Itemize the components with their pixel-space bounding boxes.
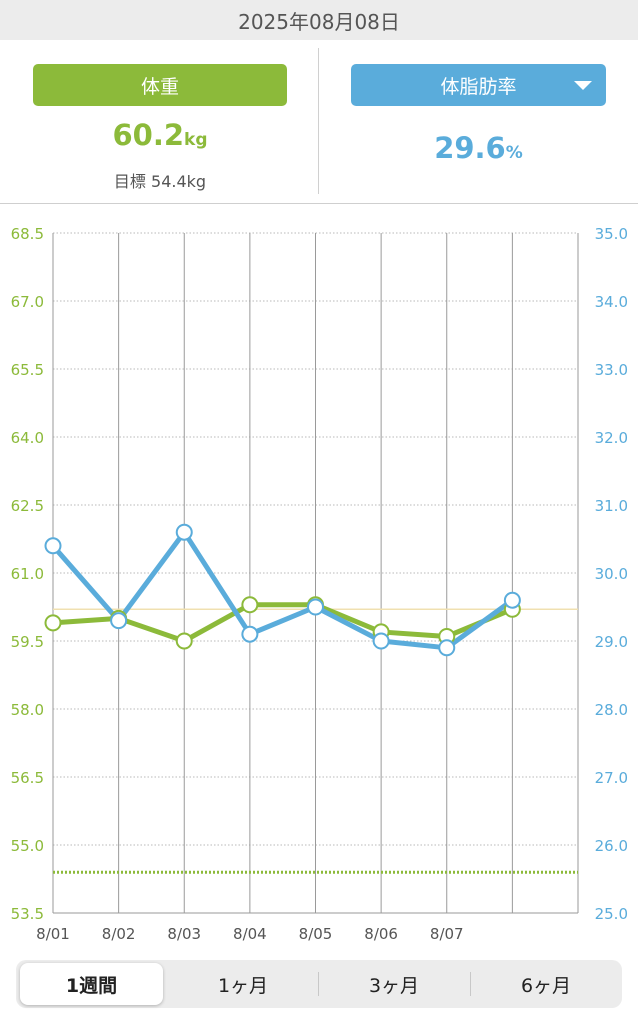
body-fat-data-point bbox=[241, 625, 259, 643]
weight-button-label: 体重 bbox=[140, 75, 179, 98]
y-tick-label-left: 58.0 bbox=[11, 701, 44, 719]
stats-panel: 体重 60.2kg 目標 54.4kg 体脂肪率 29.6% bbox=[0, 40, 638, 204]
x-tick-label: 8/04 bbox=[233, 925, 267, 943]
weight-data-point bbox=[241, 596, 259, 614]
x-tick-label: 8/02 bbox=[102, 925, 136, 943]
y-tick-label-left: 53.5 bbox=[11, 905, 44, 923]
y-tick-label-right: 30.0 bbox=[595, 565, 628, 583]
x-tick-label: 8/01 bbox=[36, 925, 70, 943]
y-tick-label-left: 55.0 bbox=[11, 837, 44, 855]
body-fat-dropdown[interactable]: 体脂肪率 bbox=[351, 64, 606, 106]
y-tick-label-right: 31.0 bbox=[595, 497, 628, 515]
range-tab-1week[interactable]: 1週間 bbox=[20, 963, 163, 1005]
y-tick-label-right: 27.0 bbox=[595, 769, 628, 787]
goal-weight: 目標 54.4kg bbox=[113, 172, 207, 191]
range-tab-label: 1週間 bbox=[65, 974, 118, 997]
range-separator bbox=[318, 972, 319, 996]
body-fat-data-point bbox=[175, 523, 193, 541]
chart-area: 68.5 35.0 67.0 34.0 65.5 33.0 64.0 32.0 62.5 31.0… bbox=[0, 204, 638, 949]
weight-data-point bbox=[175, 632, 193, 650]
range-tab-1month[interactable]: 1ヶ月 bbox=[170, 963, 316, 1005]
body-fat-button-label: 体脂肪率 bbox=[440, 75, 517, 98]
range-tab-3months[interactable]: 3ヶ月 bbox=[321, 963, 467, 1005]
y-tick-label-left: 65.5 bbox=[11, 361, 44, 379]
y-tick-label-right: 35.0 bbox=[595, 225, 628, 243]
body-fat-data-point bbox=[438, 639, 456, 657]
y-tick-label-left: 61.0 bbox=[11, 565, 44, 583]
range-separator bbox=[470, 972, 471, 996]
stats-divider bbox=[318, 48, 319, 194]
y-tick-label-left: 64.0 bbox=[11, 429, 44, 447]
x-tick-label: 8/06 bbox=[364, 925, 398, 943]
body-fat-number: 29.6 bbox=[434, 131, 506, 165]
body-fat-data-point bbox=[44, 537, 62, 555]
y-tick-label-right: 25.0 bbox=[595, 905, 628, 923]
weight-fat-chart: 68.5 35.0 67.0 34.0 65.5 33.0 64.0 32.0 62.5 31.0… bbox=[11, 225, 628, 943]
y-tick-label-left: 68.5 bbox=[11, 225, 44, 243]
body-fat-series-line bbox=[50, 529, 515, 651]
weight-number: 60.2 bbox=[112, 118, 185, 152]
weight-value: 60.2kg bbox=[33, 118, 287, 152]
body-fat-data-point bbox=[503, 591, 521, 609]
range-tab-label: 3ヶ月 bbox=[368, 974, 420, 997]
range-tab-6months[interactable]: 6ヶ月 bbox=[473, 963, 619, 1005]
body-fat-data-point bbox=[307, 598, 324, 616]
y-tick-label-right: 33.0 bbox=[595, 361, 628, 379]
x-tick-label: 8/03 bbox=[167, 925, 201, 943]
date-header: 2025年08月08日 bbox=[0, 0, 638, 40]
range-tab-label: 6ヶ月 bbox=[520, 974, 572, 997]
y-tick-label-right: 32.0 bbox=[595, 429, 628, 447]
x-tick-label: 8/07 bbox=[430, 925, 464, 943]
body-fat-value: 29.6% bbox=[351, 131, 606, 165]
weight-series-line bbox=[50, 602, 515, 644]
weight-data-point bbox=[44, 614, 62, 632]
y-tick-label-right: 29.0 bbox=[595, 633, 628, 651]
range-selector: 1週間 1ヶ月 3ヶ月 6ヶ月 bbox=[16, 960, 622, 1008]
y-tick-label-right: 26.0 bbox=[595, 837, 628, 855]
date-text: 2025年08月08日 bbox=[238, 9, 400, 34]
body-fat-data-point bbox=[372, 632, 390, 650]
body-fat-data-point bbox=[110, 612, 128, 630]
weight-unit: kg bbox=[184, 130, 208, 150]
y-tick-label-left: 56.5 bbox=[11, 769, 44, 787]
y-tick-label-left: 59.5 bbox=[11, 633, 44, 651]
weight-button[interactable]: 体重 bbox=[33, 64, 287, 106]
y-tick-label-left: 67.0 bbox=[11, 293, 44, 311]
y-tick-label-left: 62.5 bbox=[11, 497, 44, 515]
body-fat-unit: % bbox=[505, 143, 523, 163]
y-tick-label-right: 34.0 bbox=[595, 293, 628, 311]
dropdown-triangle-icon bbox=[574, 81, 592, 90]
y-tick-label-right: 28.0 bbox=[595, 701, 628, 719]
range-tab-label: 1ヶ月 bbox=[217, 974, 269, 997]
x-tick-label: 8/05 bbox=[299, 925, 333, 943]
